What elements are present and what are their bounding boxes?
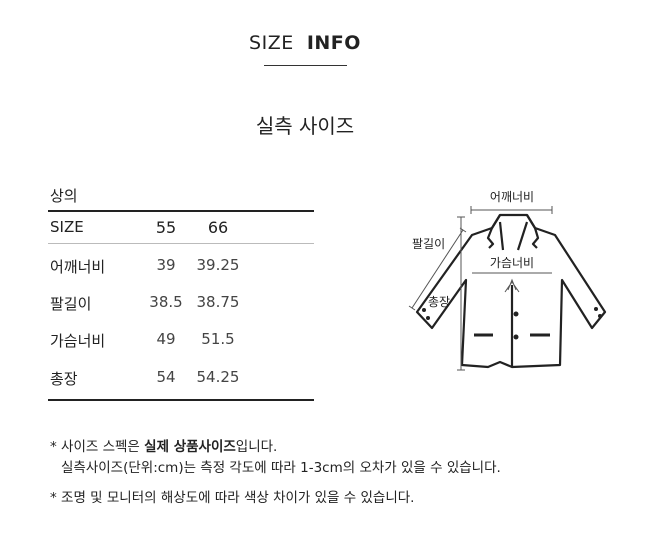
note-text: 입니다. (235, 439, 278, 455)
label-sleeve: 팔길이 (412, 237, 445, 251)
cell: 38.75 (196, 293, 240, 311)
title-light: SIZE (249, 32, 294, 54)
table-row: 가슴너비 49 51.5 (50, 330, 314, 354)
row-label: 총장 (50, 370, 78, 388)
label-shoulder: 어깨너비 (490, 190, 534, 204)
title-underline (264, 65, 347, 66)
row-label: 어깨너비 (50, 258, 106, 276)
table-bottom-border (48, 399, 314, 401)
cell: 54 (156, 368, 176, 386)
cell: 49 (156, 330, 176, 348)
cell: 39 (156, 256, 176, 274)
row-label: 팔길이 (50, 295, 92, 313)
category-label: 상의 (50, 187, 78, 205)
table-top-border (48, 210, 314, 212)
jacket-outline-icon (415, 213, 607, 369)
header-size: SIZE (50, 218, 84, 236)
table-row: 총장 54 54.25 (50, 368, 314, 392)
note-2: * 조명 및 모니터의 해상도에 따라 색상 차이가 있을 수 있습니다. (50, 490, 415, 506)
title-bold: INFO (306, 32, 361, 54)
cell: 54.25 (196, 368, 240, 386)
row-label: 가슴너비 (50, 332, 106, 350)
label-length: 총장 (428, 295, 450, 309)
note-bold: 실제 상품사이즈 (144, 439, 236, 455)
header-66: 66 (207, 218, 229, 237)
header-divider (48, 243, 314, 244)
measure-lines (408, 206, 553, 371)
cell: 38.5 (149, 293, 183, 311)
header-55: 55 (155, 218, 177, 237)
page-title: SIZE INFO (0, 32, 610, 54)
subtitle: 실측 사이즈 (255, 114, 355, 138)
table-header-row: SIZE 55 66 (50, 218, 314, 242)
label-chest: 가슴너비 (490, 256, 534, 270)
note-1: * 사이즈 스펙은 실제 상품사이즈입니다. (50, 435, 277, 455)
table-row: 어깨너비 39 39.25 (50, 256, 314, 280)
note-text: * 사이즈 스펙은 (50, 439, 145, 455)
note-1-line2: 실측사이즈(단위:cm)는 측정 각도에 따라 1-3cm의 오차가 있을 수 … (61, 460, 501, 476)
cell: 51.5 (201, 330, 235, 348)
table-row: 팔길이 38.5 38.75 (50, 293, 314, 317)
jacket-diagram: 어깨너비 팔길이 가슴너비 총장 (408, 190, 607, 371)
cell: 39.25 (196, 256, 240, 274)
